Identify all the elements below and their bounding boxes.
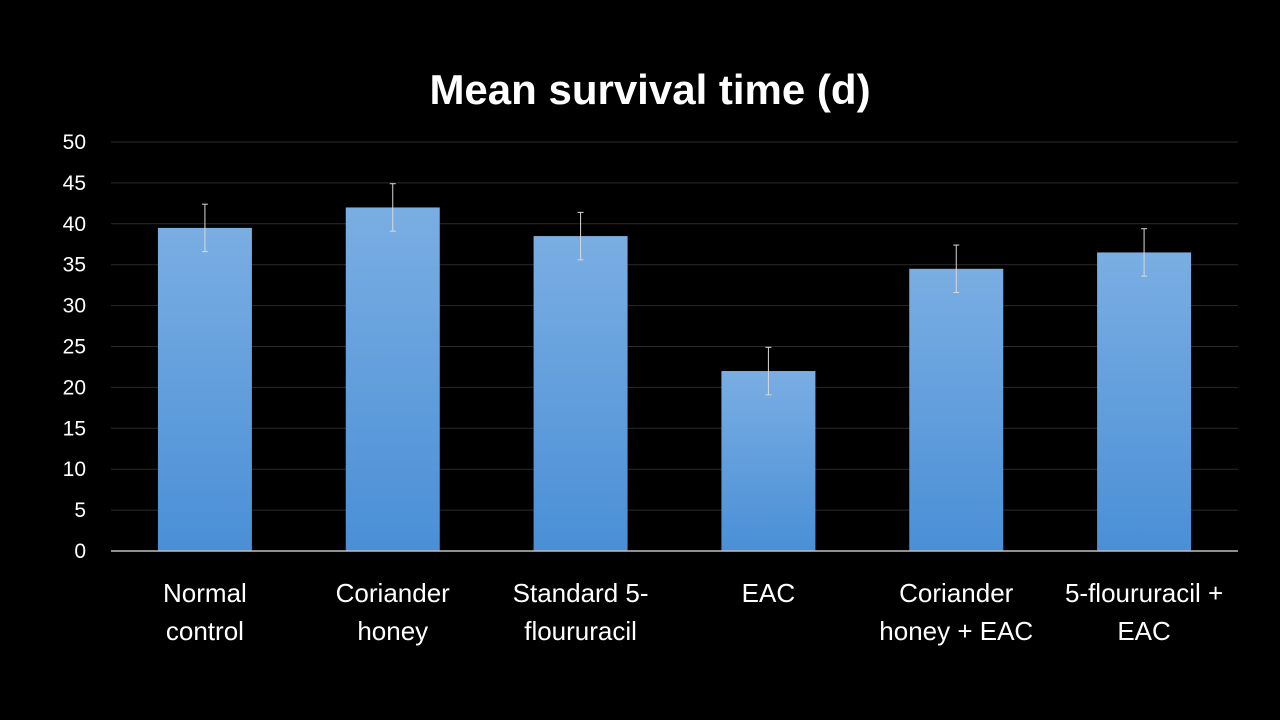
y-tick-label: 5 <box>74 499 86 522</box>
x-category-label: honey <box>357 616 428 646</box>
bar <box>909 268 1004 551</box>
x-category-label: floururacil <box>524 616 637 646</box>
chart-title: Mean survival time (d) <box>429 66 870 113</box>
y-tick-label: 25 <box>63 336 86 359</box>
bar <box>345 207 440 551</box>
y-tick-label: 40 <box>63 213 86 236</box>
bar <box>721 371 816 551</box>
x-category-label: Standard 5- <box>513 578 649 608</box>
x-category-label: EAC <box>742 578 795 608</box>
y-tick-labels: 0 5 10 15 20 25 30 35 40 45 50 <box>63 131 86 563</box>
x-category-label: Coriander <box>336 578 451 608</box>
y-tick-label: 50 <box>63 131 86 154</box>
y-tick-label: 0 <box>74 540 86 563</box>
x-category-label: 5-floururacil + <box>1065 578 1223 608</box>
error-bars <box>201 183 1148 396</box>
x-category-label: honey + EAC <box>879 616 1033 646</box>
x-category-label: control <box>166 616 244 646</box>
bar <box>533 236 628 551</box>
y-tick-label: 30 <box>63 295 86 318</box>
bar <box>1097 252 1192 551</box>
x-category-label: Coriander <box>899 578 1014 608</box>
y-tick-label: 20 <box>63 376 86 399</box>
y-tick-label: 15 <box>63 417 86 440</box>
gridlines <box>111 141 1238 511</box>
bar <box>157 227 252 551</box>
bars <box>157 207 1192 551</box>
y-tick-label: 35 <box>63 254 86 277</box>
y-tick-label: 10 <box>63 458 86 481</box>
y-tick-label: 45 <box>63 172 86 195</box>
x-category-label: Normal <box>163 578 247 608</box>
x-category-labels: Normal control Coriander honey Standard 5- fl… <box>163 578 1223 646</box>
x-category-label: EAC <box>1117 616 1170 646</box>
